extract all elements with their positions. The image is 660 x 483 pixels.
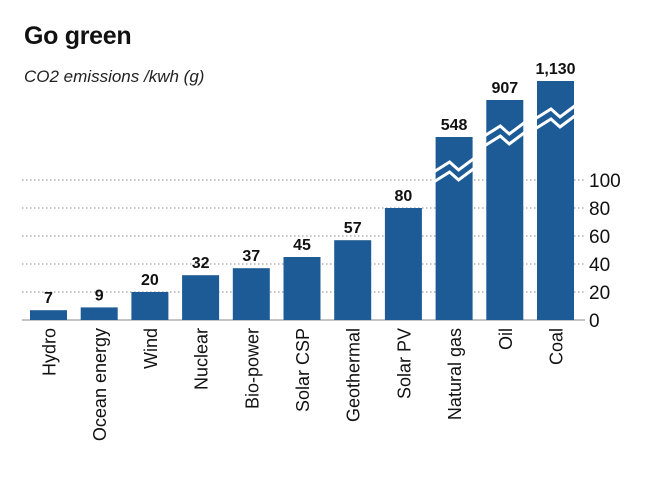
category-label: Oil	[496, 328, 516, 350]
data-label: 37	[242, 248, 260, 265]
y-tick-label: 60	[589, 227, 610, 248]
bar	[334, 240, 372, 320]
data-label: 32	[192, 255, 210, 272]
category-label: Geothermal	[344, 328, 364, 422]
data-label: 7	[44, 290, 53, 307]
bar	[537, 81, 574, 320]
data-label: 80	[395, 188, 413, 205]
data-label: 20	[141, 272, 159, 289]
axis-break-mark	[534, 103, 577, 121]
chart-title: Go green	[24, 22, 132, 50]
y-tick-label: 40	[589, 255, 610, 276]
axis-break-mark	[483, 120, 527, 138]
y-tick-label: 0	[589, 311, 600, 332]
bar	[384, 208, 422, 320]
category-label: Solar PV	[394, 328, 414, 399]
data-label: 1,130	[535, 61, 575, 78]
y-tick-label: 20	[589, 283, 610, 304]
category-label: Ocean energy	[90, 328, 110, 441]
y-tick-label: 100	[589, 171, 621, 192]
data-label: 57	[344, 220, 362, 237]
category-label: Nuclear	[192, 328, 212, 390]
category-label: Hydro	[40, 328, 60, 376]
bar	[80, 307, 118, 320]
axis-break-mark	[432, 166, 476, 184]
y-tick-label: 80	[589, 199, 610, 220]
category-label: Solar CSP	[293, 328, 313, 412]
bar	[182, 275, 220, 320]
category-label: Natural gas	[445, 328, 465, 420]
data-label: 548	[441, 117, 468, 134]
bar	[30, 310, 67, 320]
data-label: 45	[293, 237, 311, 254]
category-label: Coal	[547, 328, 567, 365]
bar	[232, 268, 270, 320]
bar	[283, 257, 321, 320]
data-label: 9	[95, 287, 104, 304]
data-label: 907	[491, 80, 518, 97]
axis-break-mark	[534, 113, 577, 131]
chart-subtitle: CO2 emissions /kwh (g)	[24, 67, 205, 86]
category-label: Wind	[141, 328, 161, 369]
axis-break-mark	[432, 156, 476, 174]
category-label: Bio-power	[242, 328, 262, 409]
axis-break-mark	[483, 130, 527, 148]
bar	[131, 292, 169, 320]
